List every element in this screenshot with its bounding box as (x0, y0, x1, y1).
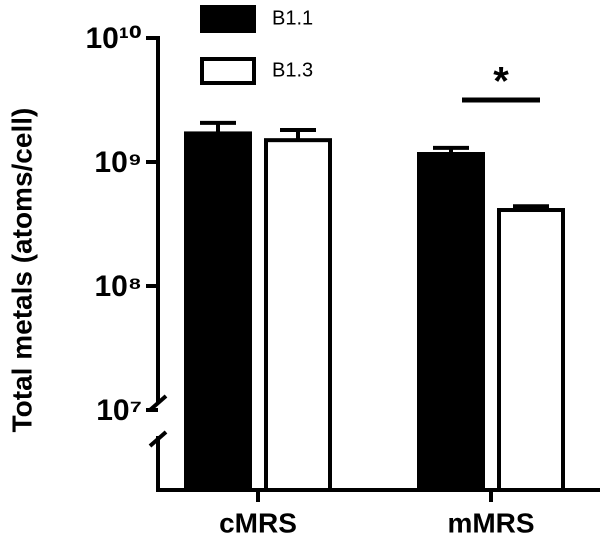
y-tick-label: 10⁹ (94, 146, 142, 179)
y-tick-label: 10⁸ (94, 270, 142, 303)
axis-break (148, 430, 168, 448)
bar (497, 208, 565, 492)
y-axis-title: Total metals (atoms/cell) (6, 108, 37, 433)
significance-label: * (493, 60, 509, 104)
y-tick-label: 10¹⁰ (86, 22, 143, 55)
legend-label: B1.3 (272, 59, 313, 81)
y-tick-label: 10⁷ (96, 394, 142, 427)
legend-swatch (200, 57, 256, 85)
x-tick-label: cMRS (219, 507, 297, 538)
bar (264, 138, 332, 493)
bar (417, 152, 485, 492)
x-tick-label: mMRS (447, 507, 534, 538)
legend-swatch (200, 5, 256, 33)
bar (184, 131, 252, 492)
axis-break (148, 394, 168, 412)
legend-label: B1.1 (272, 7, 313, 29)
